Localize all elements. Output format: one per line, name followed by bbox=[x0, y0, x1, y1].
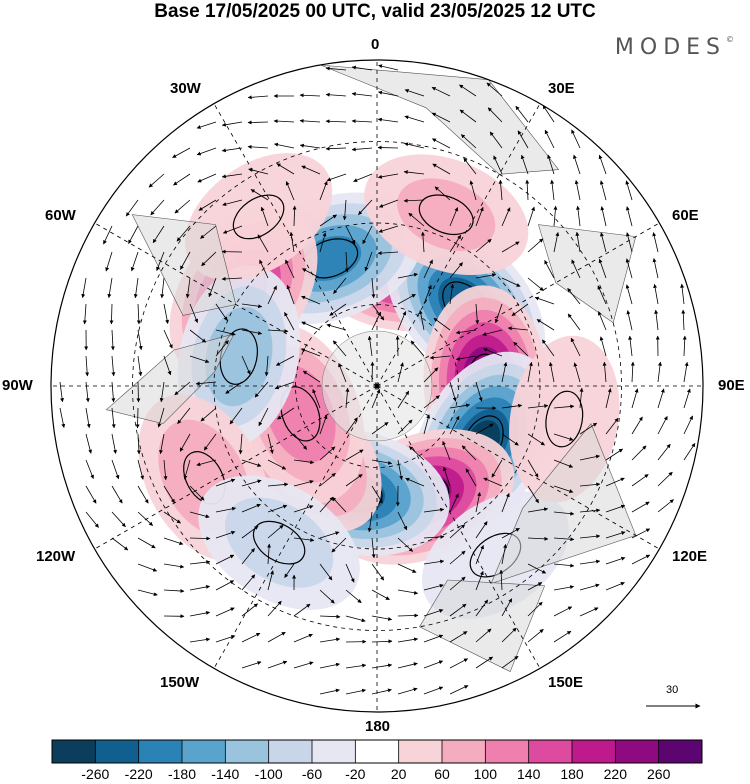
colorbar-tick-label: 220 bbox=[604, 766, 627, 782]
colorbar-bin bbox=[269, 740, 313, 763]
colorbar-bin bbox=[659, 740, 703, 763]
wind-vector bbox=[138, 408, 139, 428]
colorbar-tick-label: -20 bbox=[345, 766, 365, 782]
colorbar-bin bbox=[442, 740, 486, 763]
colorbar-tick-label: -100 bbox=[255, 766, 283, 782]
colorbar-bin bbox=[225, 740, 269, 763]
colorbar-tick-label: 180 bbox=[560, 766, 583, 782]
colorbar-bin bbox=[52, 740, 96, 763]
colorbar-bin bbox=[529, 740, 573, 763]
lon-label-30e: 30E bbox=[548, 80, 575, 97]
colorbar-tick-label: 100 bbox=[474, 766, 497, 782]
brand-text: MODES bbox=[615, 35, 726, 60]
lon-label-180: 180 bbox=[365, 718, 390, 735]
colorbar-bin bbox=[615, 740, 659, 763]
colorbar-bin bbox=[182, 740, 226, 763]
colorbar-bin bbox=[399, 740, 443, 763]
map-title: Base 17/05/2025 00 UTC, valid 23/05/2025… bbox=[0, 0, 750, 24]
colorbar-tick-label: -260 bbox=[81, 766, 109, 782]
lon-label-60w: 60W bbox=[45, 207, 76, 224]
lon-label-30w: 30W bbox=[170, 80, 201, 97]
pole-marker bbox=[375, 384, 380, 389]
brand-logo: MODES© bbox=[615, 35, 734, 60]
colorbar-bin bbox=[572, 740, 616, 763]
colorbar-bin bbox=[139, 740, 183, 763]
colorbar-tick-label: -140 bbox=[211, 766, 239, 782]
colorbar-tick-label: -220 bbox=[125, 766, 153, 782]
colorbar-tick-label: -60 bbox=[302, 766, 322, 782]
colorbar-tick-label: -180 bbox=[168, 766, 196, 782]
lon-label-120w: 120W bbox=[36, 548, 75, 565]
colorbar-tick-label: 140 bbox=[517, 766, 540, 782]
copyright-mark: © bbox=[726, 35, 734, 44]
lon-label-60e: 60E bbox=[672, 207, 699, 224]
colorbar-bin bbox=[312, 740, 356, 763]
colorbar-tick-label: 20 bbox=[391, 766, 407, 782]
colorbar-bin bbox=[485, 740, 529, 763]
wind-vector bbox=[378, 148, 398, 149]
lon-label-150e: 150E bbox=[548, 674, 583, 691]
wind-vector bbox=[138, 382, 139, 402]
colorbar bbox=[52, 740, 702, 763]
colorbar-tick-label: 260 bbox=[647, 766, 670, 782]
wind-vector bbox=[372, 362, 373, 382]
colorbar-tick-labels: -260 -220 -180 -140 -100 -60 -20 20 60 100 140 180 2… bbox=[0, 766, 750, 784]
lon-label-150w: 150W bbox=[160, 674, 199, 691]
colorbar-tick-label: 60 bbox=[434, 766, 450, 782]
wind-vector bbox=[398, 336, 399, 356]
lon-label-120e: 120E bbox=[672, 548, 707, 565]
colorbar-bin bbox=[355, 740, 399, 763]
lon-label-90e: 90E bbox=[718, 377, 745, 394]
reference-vector-label: 30 bbox=[666, 684, 678, 696]
lon-label-90w: 90W bbox=[2, 377, 33, 394]
lon-label-0: 0 bbox=[371, 36, 379, 53]
colorbar-bin bbox=[95, 740, 139, 763]
